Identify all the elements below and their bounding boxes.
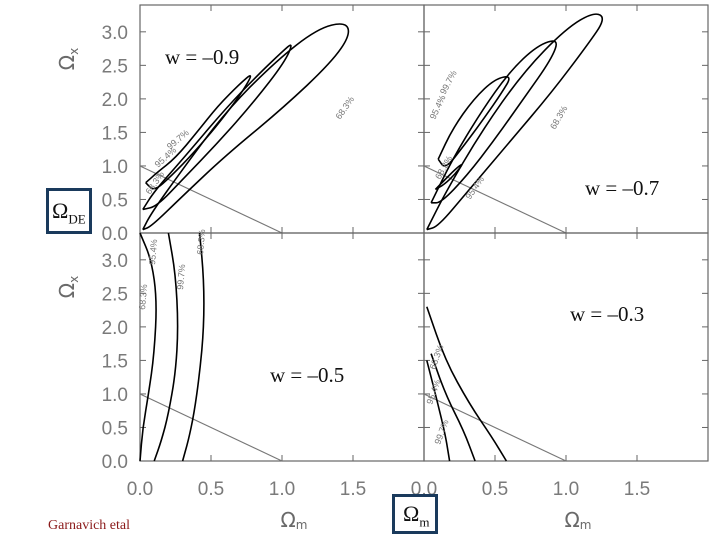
flat-universe-line	[139, 165, 283, 234]
y-tick-label: 2.0	[102, 318, 128, 339]
x-tick-label: 1.0	[553, 479, 579, 500]
y-axis-label: Ωx	[55, 276, 81, 298]
x-tick-label: 1.5	[624, 479, 650, 500]
omega-de-symbol: Ω	[52, 198, 69, 223]
panel-frame	[423, 232, 709, 462]
x-tick-label: 0.5	[198, 479, 224, 500]
contour-99-7pct	[142, 23, 350, 231]
w-annotation: w = –0.7	[585, 176, 659, 200]
contour-68-3pct	[145, 75, 252, 190]
omega-de-subscript: DE	[68, 211, 86, 227]
contour-level-label: 99.7%	[175, 264, 187, 290]
panel-top-left: 68.3%95.4%99.7%68.3%w = –0.9	[139, 4, 425, 234]
y-tick-label: 2.0	[102, 90, 128, 111]
y-tick-label: 2.5	[102, 56, 128, 77]
contour-95-4pct	[430, 40, 558, 204]
contour-68-3pct	[437, 76, 510, 167]
w-annotation: w = –0.9	[165, 45, 239, 69]
contour-99-7pct	[181, 232, 205, 462]
y-tick-label: 0.5	[102, 418, 128, 439]
w-annotation: w = –0.3	[570, 302, 644, 326]
contour-level-label: 99.7%	[165, 127, 191, 151]
omega-de-box: ΩDE	[46, 188, 92, 234]
omega-m-symbol: Ω	[403, 501, 420, 526]
credit-label: Garnavich etal	[48, 518, 131, 533]
contour-68-3pct	[139, 232, 157, 462]
x-axis-label-sub: m	[296, 518, 308, 532]
x-tick-label: 0.0	[127, 479, 153, 500]
flat-universe-line	[423, 165, 567, 234]
x-tick-label: 1.5	[340, 479, 366, 500]
y-tick-label: 0.5	[102, 190, 128, 211]
panel-bottom-right: 68.3%95.4%99.7%w = –0.3	[423, 232, 709, 462]
x-tick-label: 1.0	[269, 479, 295, 500]
contour-level-label: 68.3%	[427, 343, 445, 370]
y-axis-label-sub: x	[67, 48, 81, 55]
y-tick-label: 0.0	[102, 452, 128, 473]
contour-level-label: 68.3%	[195, 229, 207, 255]
omega-m-subscript: m	[419, 514, 430, 530]
y-tick-label: 2.5	[102, 284, 128, 305]
contour-level-label: 99.7%	[432, 418, 450, 445]
contour-95-4pct	[153, 232, 179, 462]
contour-level-label: 95.4%	[147, 239, 159, 265]
x-tick-label: 0.5	[482, 479, 508, 500]
y-tick-label: 1.5	[102, 351, 128, 372]
panel-bottom-left: 68.3% 95.4% 99.7% 68.3% w = –0.5	[137, 229, 425, 462]
contour-level-label: 68.3%	[333, 94, 356, 121]
x-axis-label: Ωm	[281, 508, 308, 532]
y-axis-label: Ωx	[55, 48, 81, 70]
flat-universe-line	[139, 393, 283, 462]
contour-68-3pct	[426, 360, 451, 462]
x-axis-label: Ωm	[565, 508, 592, 532]
panel-frame	[139, 4, 425, 234]
contour-level-label: 99.7%	[438, 69, 459, 96]
contour-level-label: 68.3%	[548, 104, 569, 131]
contour-95-4pct	[430, 353, 476, 462]
panel-top-right: 68.3%95.4%99.7%68.3%95.4% w = –0.7	[423, 4, 709, 234]
contour-99-7pct	[426, 13, 604, 231]
contour-95-4pct	[142, 44, 292, 211]
omega-m-box: Ωm	[392, 494, 438, 534]
y-axis-label-sub: x	[67, 276, 81, 283]
w-annotation: w = –0.5	[270, 363, 344, 387]
y-tick-label: 1.5	[102, 123, 128, 144]
y-tick-label: 1.0	[102, 157, 128, 178]
contour-99-7pct	[426, 306, 508, 462]
y-tick-label: 1.0	[102, 385, 128, 406]
contour-level-label: 95.4%	[463, 174, 486, 201]
x-axis-label-sub: m	[580, 518, 592, 532]
flat-universe-line	[423, 393, 567, 462]
y-tick-label: 3.0	[102, 251, 128, 272]
contour-level-label: 68.3%	[137, 284, 149, 310]
y-tick-label: 3.0	[102, 23, 128, 44]
y-tick-label: 0.0	[102, 224, 128, 245]
contour-level-label: 95.4%	[428, 93, 448, 120]
